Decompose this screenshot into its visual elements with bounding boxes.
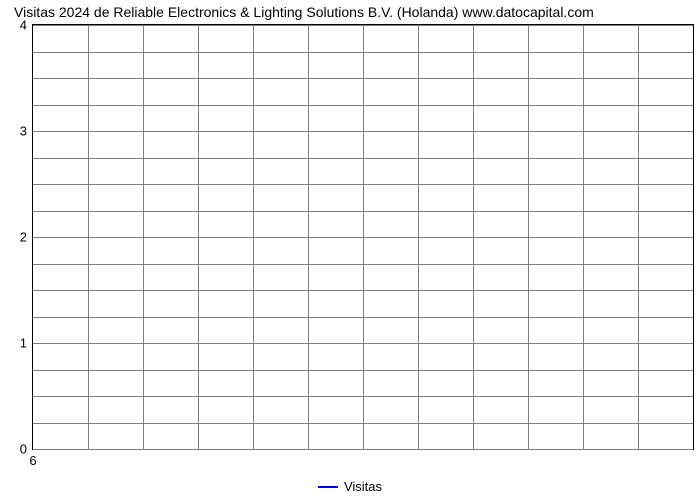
gridline-vertical — [253, 25, 254, 449]
gridline-vertical — [363, 25, 364, 449]
chart-legend: Visitas — [0, 479, 700, 494]
gridline-vertical — [418, 25, 419, 449]
gridline-vertical — [638, 25, 639, 449]
y-tick-label: 2 — [20, 230, 27, 245]
y-tick-label: 1 — [20, 336, 27, 351]
gridline-vertical — [473, 25, 474, 449]
gridline-vertical — [198, 25, 199, 449]
chart-title: Visitas 2024 de Reliable Electronics & L… — [14, 4, 690, 20]
legend-swatch-visitas — [318, 486, 338, 488]
gridline-horizontal — [33, 449, 693, 450]
gridline-vertical — [143, 25, 144, 449]
gridline-vertical — [88, 25, 89, 449]
chart-plot-area: 012346 — [32, 24, 694, 450]
y-tick-label: 4 — [20, 18, 27, 33]
gridline-vertical — [528, 25, 529, 449]
y-tick-label: 0 — [20, 442, 27, 457]
legend-label-visitas: Visitas — [344, 479, 382, 494]
gridline-vertical — [308, 25, 309, 449]
y-tick-label: 3 — [20, 124, 27, 139]
x-tick-label: 6 — [29, 453, 36, 468]
gridline-vertical — [583, 25, 584, 449]
